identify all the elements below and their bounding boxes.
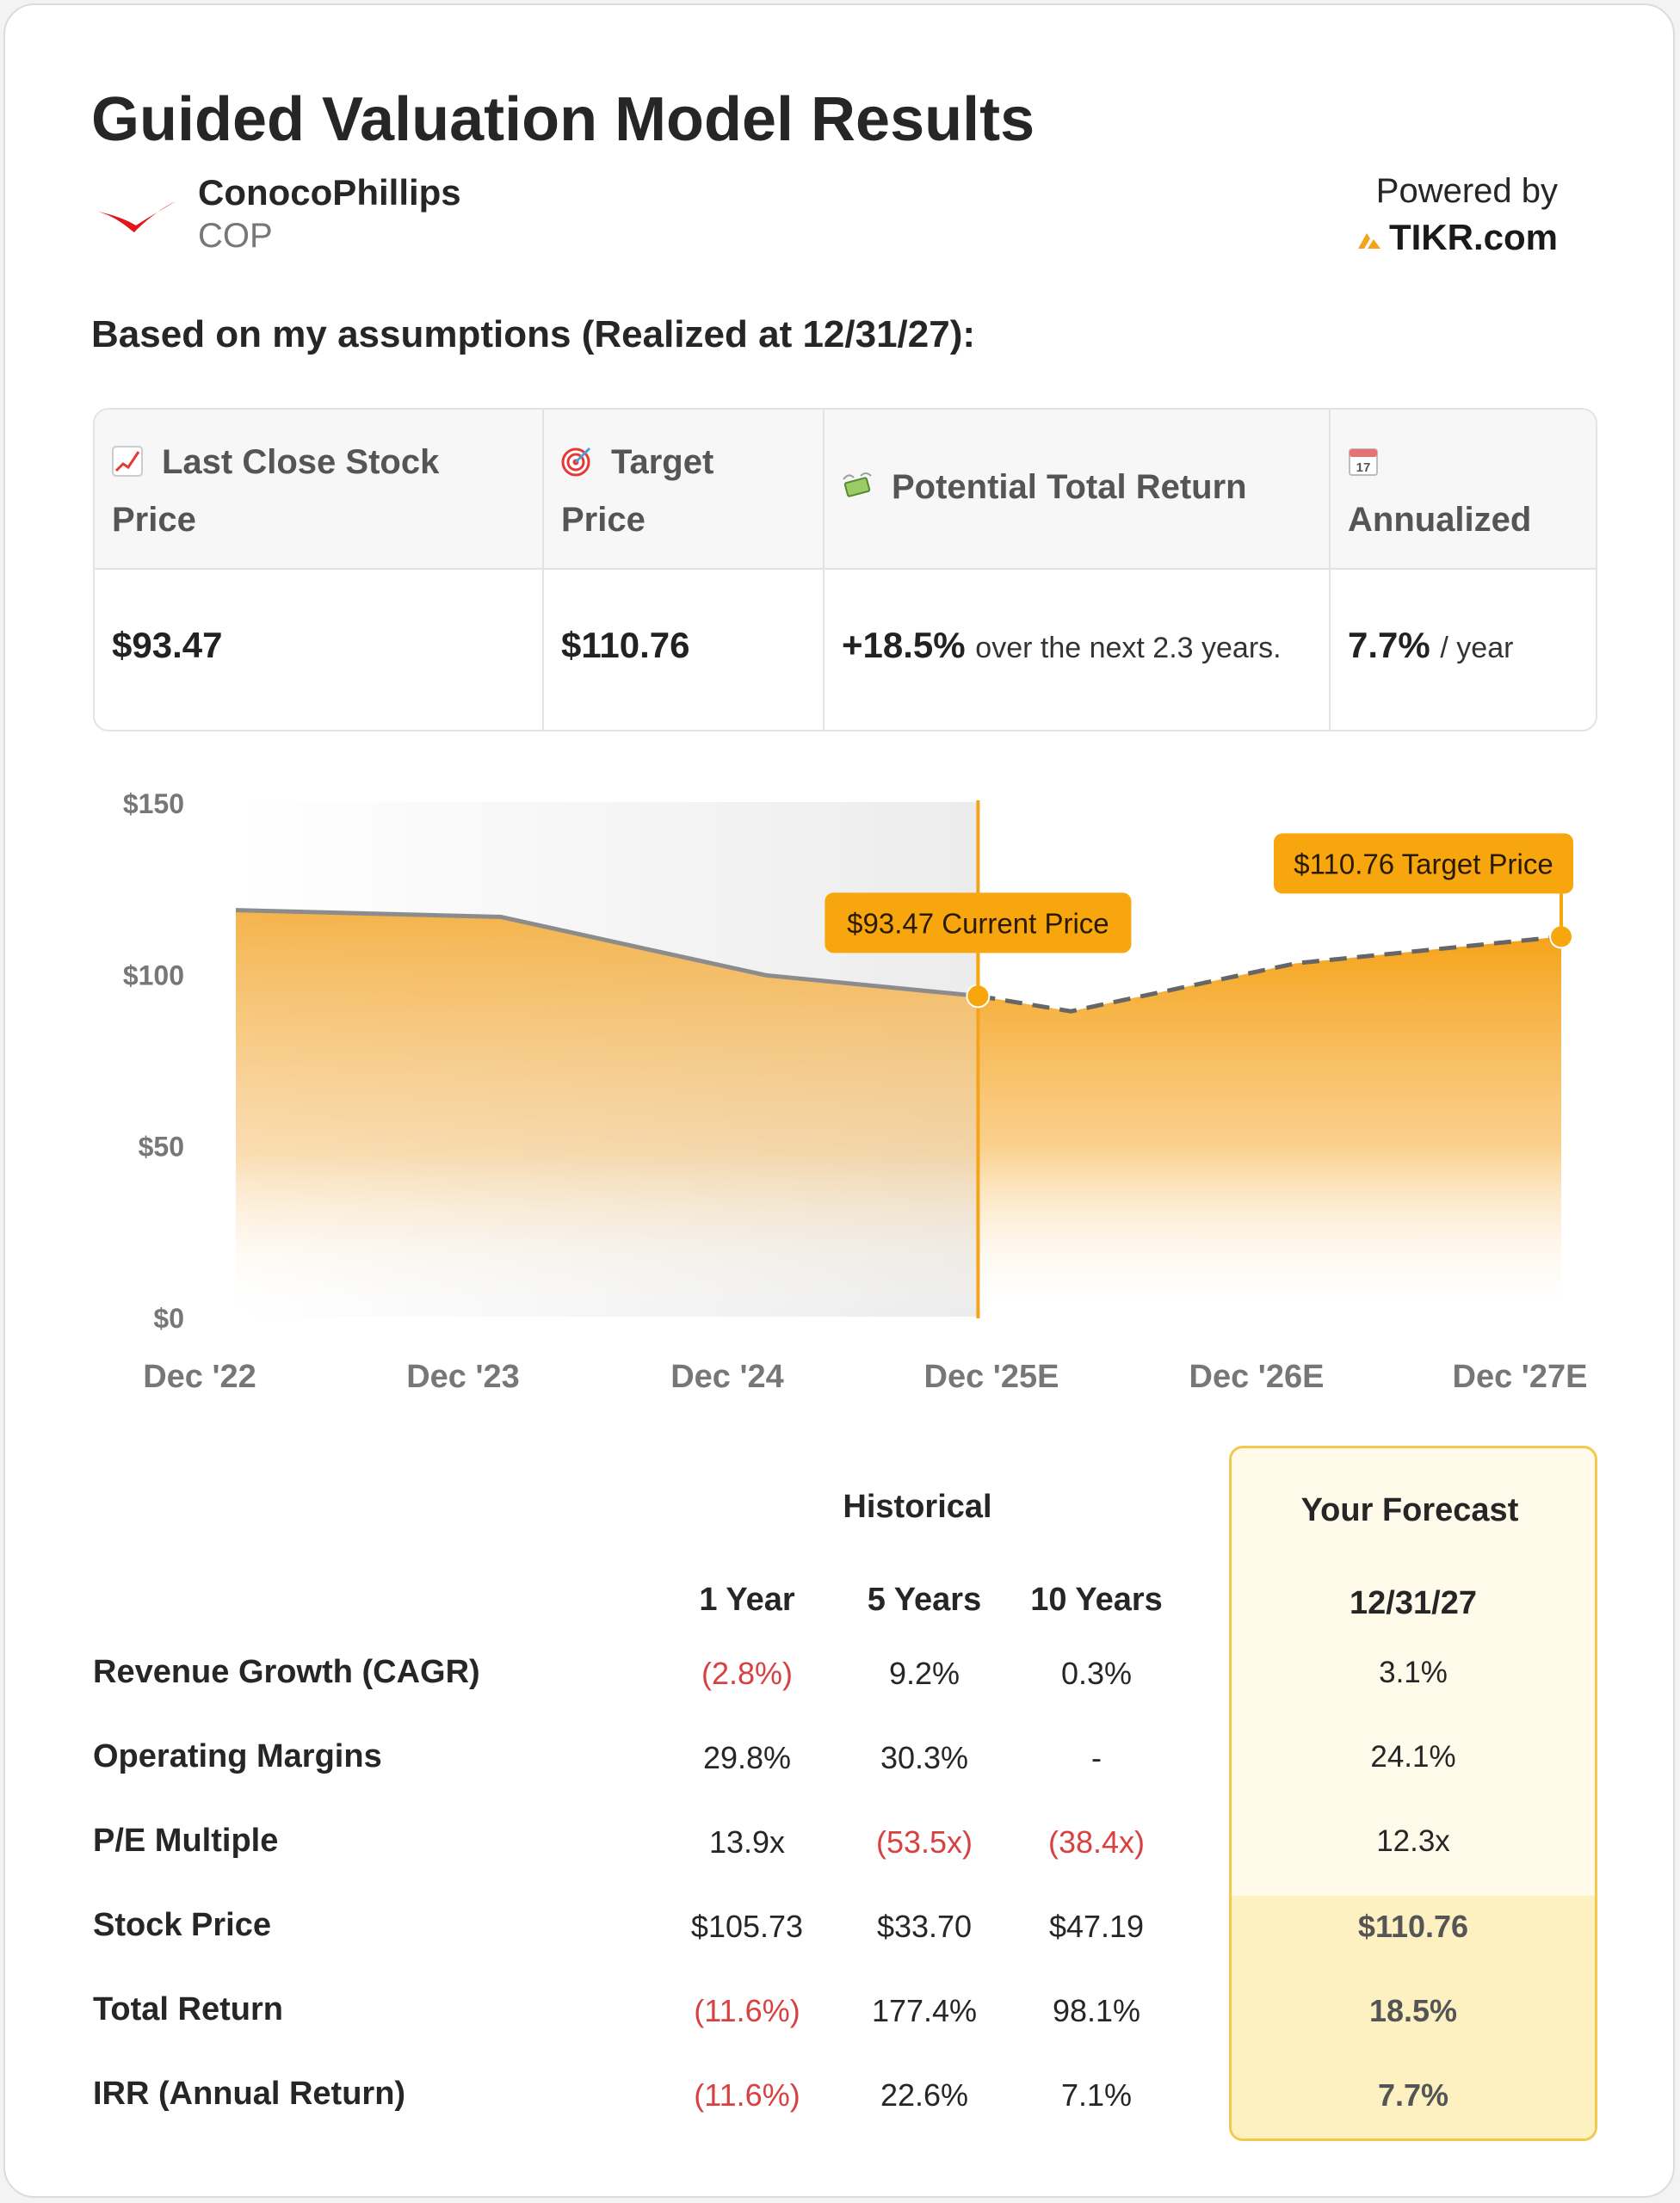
tikr-label: TIKR.com xyxy=(1388,217,1558,257)
conocophillips-logo-icon xyxy=(98,201,176,232)
table-cell: 22.6% xyxy=(880,2077,969,2113)
company-name: ConocoPhillips xyxy=(198,172,461,213)
row-label: Revenue Growth (CAGR) xyxy=(93,1654,480,1690)
current-callout-box xyxy=(825,892,1132,953)
current-price-label: $93.47 Current Price xyxy=(847,907,1109,939)
table-cell: (2.8%) xyxy=(701,1656,794,1691)
forecast-panel xyxy=(1229,1446,1597,2141)
forecast-cell: 18.5% xyxy=(1368,1993,1458,2028)
total-return-value: +18.5% over the next 2.3 years. xyxy=(842,625,1282,665)
money-with-wings-icon xyxy=(843,472,872,497)
historical-header: Historical xyxy=(843,1489,992,1525)
table-cell: 98.1% xyxy=(1052,1993,1141,2028)
col-header-10-years: 10 Years xyxy=(1030,1582,1163,1618)
annualized-value: 7.7% / year xyxy=(1348,625,1514,665)
summary-col-annualized: 17 Annualized 7.7% / year xyxy=(1331,410,1596,730)
total-return-subtext: over the next 2.3 years. xyxy=(975,632,1282,664)
summary-col-total-return: Potential Total Return +18.5% over the n… xyxy=(825,410,1331,730)
annualized-subtext: / year xyxy=(1440,632,1514,664)
table-cell: 177.4% xyxy=(871,1993,978,2028)
target-callout-box xyxy=(1274,833,1573,894)
tikr-link[interactable]: TIKR.com xyxy=(1356,217,1558,258)
table-cell: - xyxy=(1091,1740,1102,1775)
table-cell: 29.8% xyxy=(702,1740,792,1775)
row-label: Operating Margins xyxy=(93,1738,382,1774)
x-tick-label: Dec '22 xyxy=(143,1359,256,1395)
table-cell: 30.3% xyxy=(880,1740,969,1775)
row-label: P/E Multiple xyxy=(93,1823,279,1859)
col-header-forecast-date: 12/31/27 xyxy=(1350,1585,1477,1621)
chart-increasing-icon xyxy=(112,446,143,477)
powered-by-label: Powered by xyxy=(1375,172,1558,210)
table-cell: $33.70 xyxy=(876,1909,973,1944)
summary-col-target: Target Price $110.76 xyxy=(544,410,825,730)
metrics-table: Historical Your Forecast 1 Year 5 Years … xyxy=(5,1434,1680,2157)
price-chart: $0 $50 $100 $150 Dec '22 Dec '23 Dec '24 Dec '2… xyxy=(123,788,1588,1395)
summary-header-last-close: Last Close Stock Price xyxy=(95,410,542,570)
table-cell: (53.5x) xyxy=(875,1824,973,1860)
table-cell: (11.6%) xyxy=(694,1993,800,2028)
x-tick-label: Dec '25E xyxy=(924,1359,1059,1395)
table-cell: 0.3% xyxy=(1060,1656,1133,1691)
y-tick-label: $150 xyxy=(123,788,184,819)
table-cell: 9.2% xyxy=(888,1656,960,1691)
col-header-1-year: 1 Year xyxy=(699,1582,795,1618)
page-title: Guided Valuation Model Results xyxy=(91,85,1035,154)
col-header-5-years: 5 Years xyxy=(867,1582,982,1618)
forecast-area xyxy=(978,936,1561,1317)
forecast-cell: 24.1% xyxy=(1370,1740,1456,1774)
row-label: IRR (Annual Return) xyxy=(93,2076,406,2112)
table-cell: (38.4x) xyxy=(1047,1824,1146,1860)
row-label: Stock Price xyxy=(93,1907,271,1943)
target-icon xyxy=(561,447,591,477)
table-cell: $47.19 xyxy=(1048,1909,1145,1944)
summary-table: Last Close Stock Price $93.47 Target Pri… xyxy=(93,408,1597,731)
y-tick-label: $50 xyxy=(139,1132,184,1163)
x-tick-label: Dec '27E xyxy=(1453,1359,1588,1395)
target-price-label: $110.76 Target Price xyxy=(1294,848,1553,879)
forecast-cell: 12.3x xyxy=(1376,1824,1450,1858)
table-cell: 7.1% xyxy=(1060,2077,1133,2113)
summary-header-total-return: Potential Total Return xyxy=(825,410,1329,570)
tikr-logo-icon xyxy=(1357,232,1380,249)
target-value: $110.76 xyxy=(561,625,690,665)
x-tick-label: Dec '24 xyxy=(670,1359,784,1395)
assumption-heading: Based on my assumptions (Realized at 12/… xyxy=(91,313,976,355)
x-tick-label: Dec '23 xyxy=(406,1359,520,1395)
row-label: Total Return xyxy=(93,1991,283,2027)
forecast-highlight xyxy=(1232,1896,1595,2138)
table-cell: (11.6%) xyxy=(694,2077,800,2113)
y-tick-label: $100 xyxy=(123,960,184,990)
forecast-series-line xyxy=(977,934,1562,1014)
svg-text:17: 17 xyxy=(1356,460,1371,475)
ticker-symbol: COP xyxy=(198,217,273,255)
table-cell: 13.9x xyxy=(708,1824,786,1860)
historical-series-line xyxy=(235,908,979,998)
summary-header-target: Target Price xyxy=(544,410,823,570)
y-tick-label: $0 xyxy=(153,1303,184,1334)
x-tick-label: Dec '26E xyxy=(1189,1359,1325,1395)
last-close-value: $93.47 xyxy=(112,625,223,665)
forecast-cell: 7.7% xyxy=(1377,2077,1449,2113)
table-cell: $105.73 xyxy=(690,1909,804,1944)
forecast-cell: $110.76 xyxy=(1357,1909,1469,1944)
forecast-header: Your Forecast xyxy=(1300,1492,1519,1528)
summary-col-last-close: Last Close Stock Price $93.47 xyxy=(95,410,544,730)
historical-area xyxy=(236,910,979,1317)
results-card: Guided Valuation Model Results ConocoPhi… xyxy=(3,3,1675,2198)
summary-header-annualized: 17 Annualized xyxy=(1331,410,1596,570)
forecast-cell: 3.1% xyxy=(1379,1656,1448,1689)
calendar-icon: 17 xyxy=(1349,448,1378,476)
